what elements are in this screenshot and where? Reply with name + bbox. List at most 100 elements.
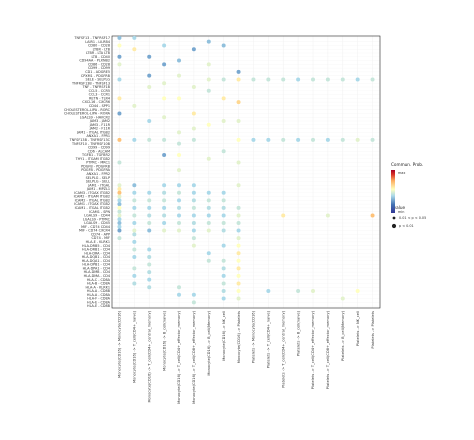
y-tick-label: JAM1 - ITGAL ITGB2 bbox=[76, 130, 110, 134]
data-point bbox=[191, 198, 196, 203]
x-tick-label: Monocyte(CD16) -> T_cell(CD8+_effector_m… bbox=[192, 310, 196, 403]
data-point bbox=[147, 73, 152, 78]
data-point bbox=[147, 277, 152, 282]
data-point bbox=[147, 198, 152, 203]
data-point bbox=[132, 266, 137, 271]
y-tick-label: ICAM1 - ITGAX ITGB2 bbox=[74, 202, 110, 206]
data-point bbox=[281, 137, 286, 142]
data-point bbox=[340, 77, 345, 82]
x-tick-label: Monocyte(CD16) -> Platelets bbox=[237, 311, 241, 363]
data-point bbox=[370, 77, 375, 82]
data-point bbox=[221, 190, 226, 195]
data-point bbox=[325, 77, 330, 82]
y-tick-label: HLA-DMB - CD4 bbox=[84, 270, 110, 274]
y-tick-label: HLA-DPA1 - CD4 bbox=[83, 266, 110, 270]
data-point bbox=[117, 198, 122, 203]
data-point bbox=[206, 62, 211, 67]
y-tick-label: THY1 - ITGAM ITGB2 bbox=[75, 157, 110, 161]
y-tick-label: HLA-DMA - CD4 bbox=[84, 274, 110, 278]
commun-prob-min-label: min bbox=[398, 210, 404, 214]
data-point bbox=[191, 221, 196, 225]
data-point bbox=[191, 85, 196, 89]
y-tick-label: HLA-E - CD8B bbox=[87, 304, 111, 308]
y-tick-label: CD6 - ALCAM bbox=[88, 149, 110, 153]
data-point bbox=[221, 289, 226, 293]
data-point bbox=[132, 198, 137, 203]
data-point bbox=[221, 77, 226, 82]
data-point bbox=[236, 69, 241, 74]
y-tick-label: PDGFB - PDGFRB bbox=[81, 164, 111, 168]
x-tick-label: Platelets -> T_cell(CD8+_effector_memory… bbox=[326, 310, 330, 389]
y-tick-label: LGALS9 - CD44 bbox=[84, 214, 110, 218]
data-point bbox=[117, 209, 122, 214]
data-point bbox=[162, 183, 167, 188]
y-tick-label: CD86 - CD28 bbox=[88, 62, 110, 66]
y-tick-label: PDGFB - PDGFRA bbox=[81, 168, 110, 172]
y-tick-label: HLA-A - CD8A bbox=[87, 293, 111, 297]
y-tick-label: CXCL16 - CXCR6 bbox=[82, 100, 110, 104]
data-point bbox=[162, 190, 167, 195]
data-point bbox=[147, 119, 152, 123]
data-point bbox=[117, 96, 122, 101]
data-point bbox=[206, 156, 211, 161]
data-point bbox=[177, 190, 181, 195]
pvalue-legend: pvalue 0.01 < p < 0.05 p < 0.01 bbox=[391, 205, 426, 229]
y-tick-label: RETN - TLR4 bbox=[89, 96, 110, 100]
pvalue-legend-label-2: p < 0.01 bbox=[399, 224, 414, 228]
data-point bbox=[266, 289, 271, 293]
x-tick-label: Platelets -> T_cell(CD4+_central_memory) bbox=[281, 310, 285, 387]
data-point bbox=[177, 221, 181, 225]
commun-prob-colorbar bbox=[391, 170, 395, 213]
data-point bbox=[177, 205, 181, 210]
data-point bbox=[206, 258, 211, 263]
data-point bbox=[236, 160, 241, 165]
y-tick-label: CD74 - MIF bbox=[91, 236, 110, 240]
data-point bbox=[162, 228, 167, 233]
data-point bbox=[177, 285, 181, 290]
data-point bbox=[117, 77, 122, 82]
data-point bbox=[162, 198, 167, 203]
x-tick-label: Monocyte(CD16) -> Monocyte(CD16) bbox=[118, 310, 122, 377]
y-tick-label: CHOLESTEROL-LIPA - RORA bbox=[64, 112, 111, 116]
y-tick-label: JAM3 - F11R bbox=[89, 123, 111, 127]
data-point bbox=[191, 190, 196, 195]
data-point bbox=[177, 292, 181, 297]
data-point bbox=[117, 35, 122, 40]
data-point bbox=[162, 43, 167, 48]
data-point bbox=[177, 58, 181, 63]
data-point bbox=[191, 126, 196, 131]
data-point bbox=[147, 85, 152, 89]
pvalue-legend-dot-large bbox=[391, 223, 397, 229]
data-point bbox=[191, 137, 196, 142]
data-point bbox=[221, 213, 226, 218]
commun-prob-legend: Commun. Prob. max min bbox=[391, 162, 423, 214]
data-point bbox=[236, 243, 241, 248]
data-point bbox=[221, 281, 226, 286]
data-point bbox=[236, 183, 241, 188]
data-point bbox=[236, 205, 241, 210]
data-point bbox=[206, 190, 211, 195]
data-point bbox=[266, 77, 271, 82]
x-tick-label: Platelets -> Platelets bbox=[371, 311, 375, 349]
x-tick-label: Monocyte(CD16) -> NK_cell bbox=[222, 311, 226, 361]
data-point bbox=[162, 153, 167, 157]
data-point bbox=[206, 205, 211, 210]
x-tick-label: Platelets -> B_cell(Memory) bbox=[341, 310, 345, 361]
data-point bbox=[191, 183, 196, 188]
data-point bbox=[236, 236, 241, 241]
data-point bbox=[206, 88, 211, 93]
data-point bbox=[162, 115, 167, 120]
y-tick-label: LTBR - LTA LTB bbox=[86, 51, 111, 55]
y-tick-label: CD44 - SPP1 bbox=[89, 104, 110, 108]
data-point bbox=[147, 270, 152, 275]
data-point bbox=[132, 255, 137, 259]
data-point bbox=[162, 62, 167, 67]
x-tick-label: Platelets -> NK_cell bbox=[356, 311, 360, 346]
data-point bbox=[311, 77, 315, 82]
y-tick-label: HLA-E - CD8A bbox=[87, 300, 111, 304]
data-point bbox=[177, 141, 181, 146]
data-point bbox=[162, 221, 167, 225]
data-point bbox=[191, 243, 196, 248]
data-point bbox=[117, 183, 122, 188]
y-tick-label: LAIR1 - LILRB4 bbox=[85, 40, 110, 44]
